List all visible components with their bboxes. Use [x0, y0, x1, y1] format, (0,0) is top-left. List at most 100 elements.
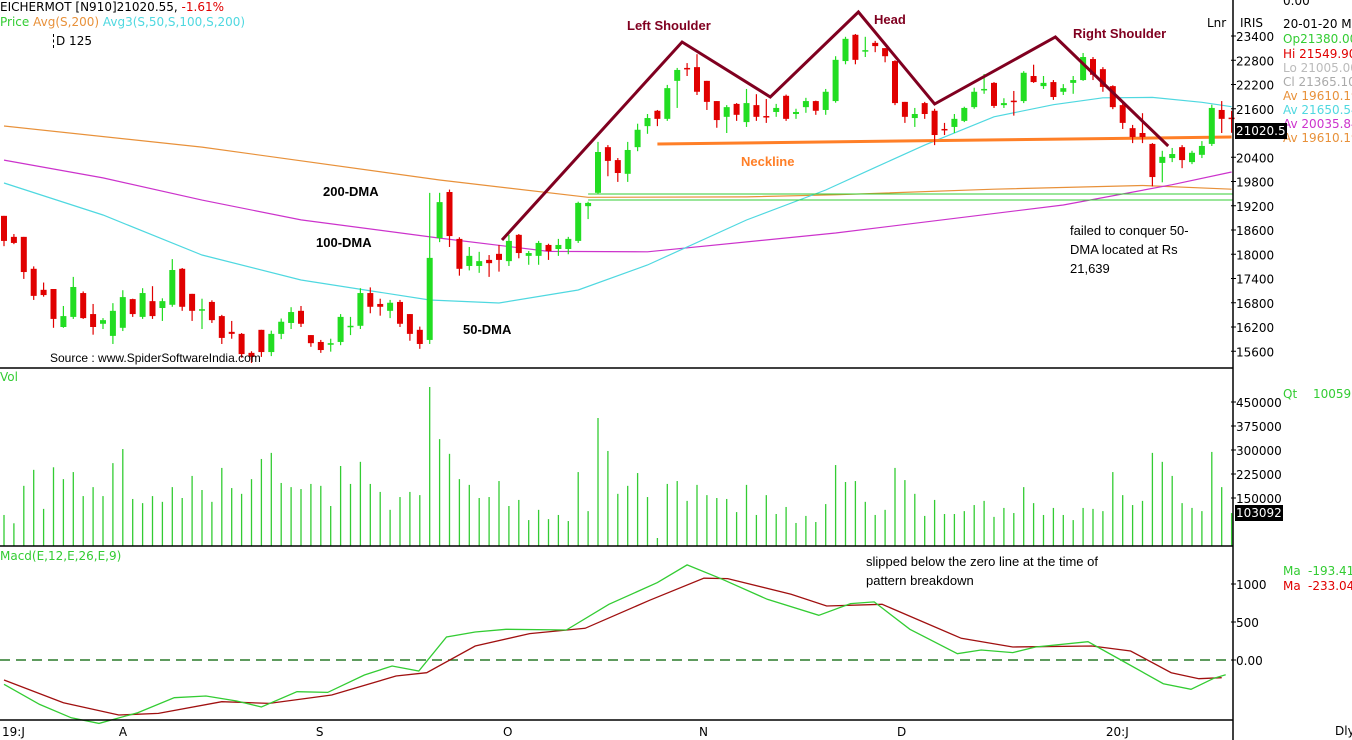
candle-body — [258, 329, 265, 353]
candle — [892, 60, 898, 106]
candle — [278, 318, 285, 340]
candle — [664, 84, 671, 121]
candle — [159, 298, 166, 321]
info-av50: Av 21650.54 — [1283, 103, 1352, 117]
candle — [1070, 76, 1077, 94]
candle-body — [971, 91, 978, 108]
dma100-label: 100-DMA — [316, 235, 372, 250]
candle-body — [1109, 86, 1116, 108]
candle-body — [852, 34, 859, 60]
candle — [862, 36, 869, 58]
candle — [397, 299, 403, 327]
right-shoulder-label: Right Shoulder — [1073, 26, 1167, 41]
candle — [684, 63, 691, 77]
candle-body — [783, 95, 790, 119]
price-tick-label: 21600 — [1236, 103, 1274, 117]
candle-body — [109, 310, 116, 336]
change-percent: -1.61% — [181, 0, 224, 14]
candle — [624, 141, 631, 182]
date-axis-label: S — [316, 725, 324, 739]
candle — [614, 158, 621, 182]
date-axis-label: 19:J — [2, 725, 25, 739]
candle — [387, 299, 394, 319]
candle-body — [476, 261, 483, 266]
candle — [505, 234, 512, 266]
price-tick-label: 19200 — [1236, 200, 1274, 214]
date-axis-label: N — [699, 725, 708, 739]
legend-avg3: Avg3(S,50,S,100,S,200) — [102, 15, 246, 29]
candle — [1198, 141, 1205, 159]
candle — [218, 314, 225, 344]
candle-body — [377, 303, 384, 307]
candle — [515, 234, 522, 259]
candle — [238, 333, 245, 358]
candle — [100, 318, 106, 330]
volume-marker: 103092 — [1235, 505, 1283, 521]
candle-body — [397, 301, 403, 324]
candle — [1179, 145, 1186, 169]
candle — [812, 100, 819, 115]
candle-body — [1010, 100, 1017, 103]
candle — [357, 288, 364, 330]
candle — [60, 305, 67, 328]
candle — [654, 109, 661, 127]
candle-body — [733, 103, 740, 115]
candle — [416, 326, 423, 349]
macd-value: -193.41 — [1308, 564, 1352, 578]
candle-body — [694, 67, 700, 92]
candle-body — [822, 91, 829, 110]
candle — [1099, 67, 1106, 92]
candle-body — [842, 38, 849, 62]
price-tick-label: 16800 — [1236, 297, 1274, 311]
candle-body — [278, 321, 285, 334]
macd-signal-line — [3, 577, 1222, 716]
price-tick-label: 18000 — [1236, 248, 1274, 262]
timeframe-label[interactable]: Dly — [1335, 724, 1352, 738]
candle — [1228, 110, 1235, 133]
price-tick-label: 17400 — [1236, 273, 1274, 287]
scale-mode-label[interactable]: Lnr — [1207, 16, 1227, 30]
candle-body — [961, 107, 968, 121]
candle — [1000, 98, 1007, 108]
candle-body — [337, 316, 344, 342]
candle — [832, 56, 839, 103]
candle — [723, 105, 730, 133]
candle — [149, 286, 156, 319]
candle-body — [901, 101, 908, 117]
macd-note-line: pattern breakdown — [866, 573, 974, 588]
candle — [486, 255, 493, 277]
candle-body — [1099, 69, 1106, 87]
candle — [595, 141, 601, 194]
candle — [783, 94, 790, 121]
candle-body — [1189, 152, 1195, 163]
candle — [307, 335, 314, 347]
candle — [337, 314, 344, 346]
candle-body — [100, 320, 106, 324]
failed-note-line: failed to conquer 50- — [1070, 223, 1189, 238]
source-label: Source : www.SpiderSoftwareIndia.com — [50, 351, 261, 365]
candle — [109, 303, 116, 344]
macd-tick-label: 1000 — [1236, 578, 1267, 592]
candle-body — [1040, 82, 1047, 87]
candle — [1010, 90, 1017, 116]
neckline-label: Neckline — [741, 154, 795, 169]
iris-label: IRIS — [1240, 16, 1264, 30]
candle-body — [50, 289, 57, 319]
candle-body — [505, 240, 512, 262]
candle-body — [159, 301, 166, 309]
candle-body — [604, 147, 611, 161]
candle-body — [1050, 82, 1057, 98]
candle-body — [218, 316, 225, 338]
candle — [743, 88, 750, 127]
price-tick-label: 18600 — [1236, 224, 1274, 238]
candle — [139, 288, 146, 319]
price-tick-label: 22200 — [1236, 79, 1274, 93]
candle — [347, 316, 354, 336]
candle-body — [585, 202, 592, 207]
candle-body — [1169, 154, 1176, 159]
candle-body — [90, 314, 97, 327]
candle — [179, 267, 186, 311]
candle-body — [1080, 57, 1087, 81]
signal-ma-label: Ma — [1283, 579, 1301, 593]
